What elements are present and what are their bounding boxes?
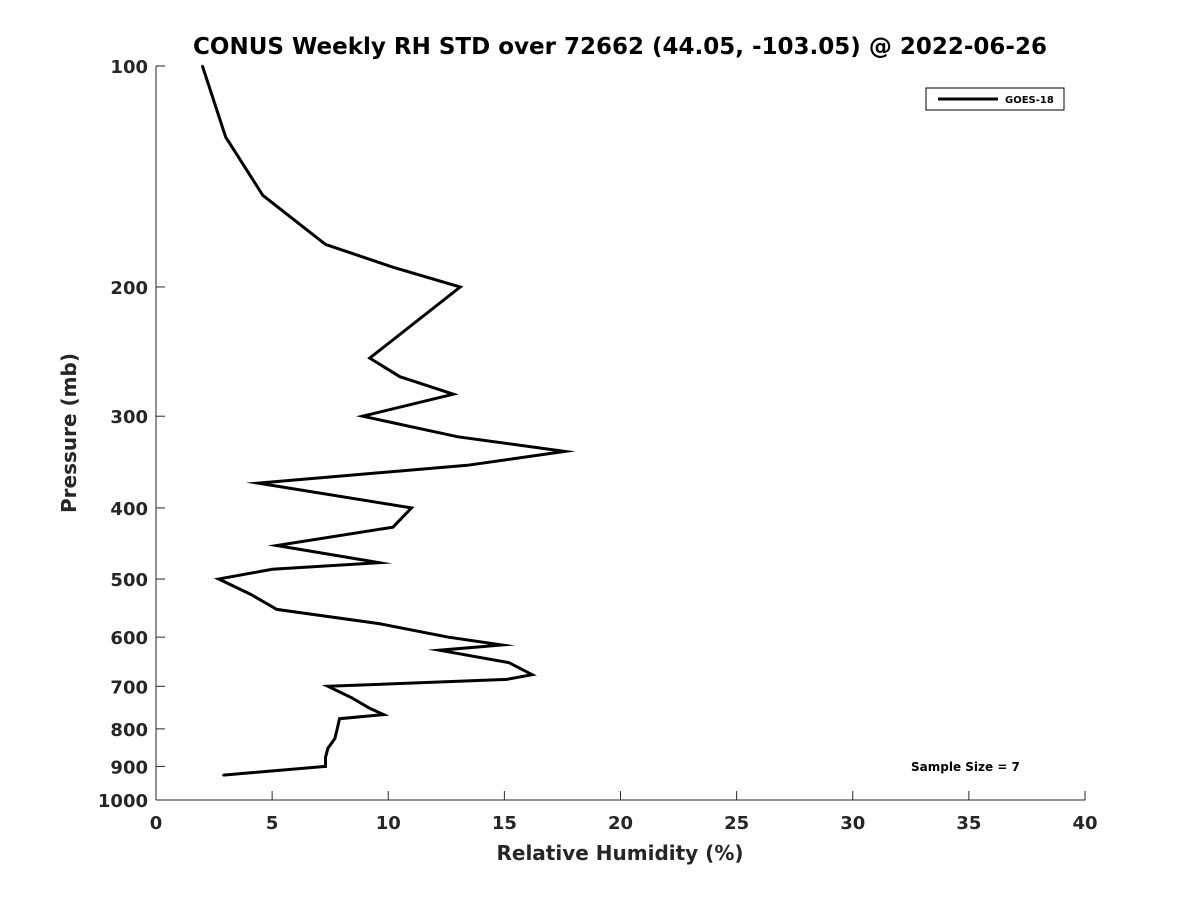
data-point bbox=[507, 661, 511, 664]
y-axis-label: Pressure (mb) bbox=[57, 353, 81, 513]
data-point bbox=[382, 713, 385, 716]
x-tick-label: 25 bbox=[724, 813, 749, 834]
data-point bbox=[349, 696, 353, 699]
data-point bbox=[377, 561, 381, 564]
data-point bbox=[438, 648, 441, 652]
data-point bbox=[391, 526, 395, 529]
data-point bbox=[224, 135, 227, 139]
data-point bbox=[338, 717, 341, 720]
y-tick-label: 800 bbox=[110, 720, 148, 741]
legend-label-goes-18: GOES-18 bbox=[1005, 95, 1054, 106]
data-point bbox=[333, 737, 337, 740]
data-point bbox=[250, 593, 253, 596]
y-tick-label: 1000 bbox=[98, 791, 148, 812]
data-point bbox=[201, 64, 204, 68]
data-point bbox=[222, 773, 225, 777]
data-point bbox=[261, 194, 265, 197]
data-point bbox=[531, 673, 534, 676]
y-tick-label: 900 bbox=[110, 757, 148, 778]
data-point bbox=[324, 243, 327, 246]
data-point bbox=[410, 506, 413, 510]
data-point bbox=[275, 544, 278, 547]
sample-size-annotation: Sample Size = 7 bbox=[911, 760, 1020, 774]
x-tick-label: 0 bbox=[150, 813, 163, 834]
data-point bbox=[275, 608, 278, 611]
data-point bbox=[452, 393, 455, 396]
data-point bbox=[326, 685, 330, 688]
plot-area: 0 5 10 15 20 25 30 35 40 100 200 300 400 500 600 700 800… bbox=[98, 57, 1098, 834]
x-tick-label: 15 bbox=[492, 813, 517, 834]
data-point bbox=[563, 450, 566, 453]
x-tick-label: 20 bbox=[608, 813, 633, 834]
y-tick-label: 700 bbox=[110, 677, 148, 698]
data-point bbox=[377, 622, 381, 625]
data-point bbox=[459, 285, 462, 289]
x-axis-label: Relative Humidity (%) bbox=[496, 841, 743, 865]
data-point bbox=[361, 415, 364, 418]
x-tick-label: 40 bbox=[1072, 813, 1097, 834]
y-tick-label: 600 bbox=[110, 628, 148, 649]
y-tick-label: 200 bbox=[110, 278, 148, 299]
data-point bbox=[391, 266, 395, 269]
y-tick-label: 400 bbox=[110, 499, 148, 520]
y-tick-label: 300 bbox=[110, 407, 148, 428]
data-point bbox=[500, 643, 504, 647]
y-tick-label: 100 bbox=[110, 57, 148, 78]
x-tick-label: 5 bbox=[266, 813, 279, 834]
x-tick-label: 30 bbox=[840, 813, 865, 834]
data-point bbox=[324, 765, 327, 768]
legend: GOES-18 bbox=[925, 87, 1065, 111]
data-point bbox=[505, 678, 508, 681]
data-point bbox=[217, 577, 220, 581]
chart-title: CONUS Weekly RH STD over 72662 (44.05, -… bbox=[193, 34, 1047, 60]
data-point bbox=[398, 375, 402, 378]
data-point bbox=[368, 707, 371, 710]
data-point bbox=[326, 746, 330, 750]
data-point bbox=[447, 635, 450, 639]
x-tick-label: 10 bbox=[376, 813, 401, 834]
series-line-goes-18 bbox=[200, 65, 576, 777]
data-point bbox=[456, 435, 460, 438]
data-point bbox=[324, 756, 327, 759]
data-point bbox=[466, 464, 469, 467]
data-point bbox=[270, 568, 274, 571]
y-tick-label: 500 bbox=[110, 570, 148, 591]
x-tick-label: 35 bbox=[956, 813, 981, 834]
data-point bbox=[335, 727, 339, 731]
data-point bbox=[256, 481, 260, 485]
data-point bbox=[368, 356, 371, 360]
